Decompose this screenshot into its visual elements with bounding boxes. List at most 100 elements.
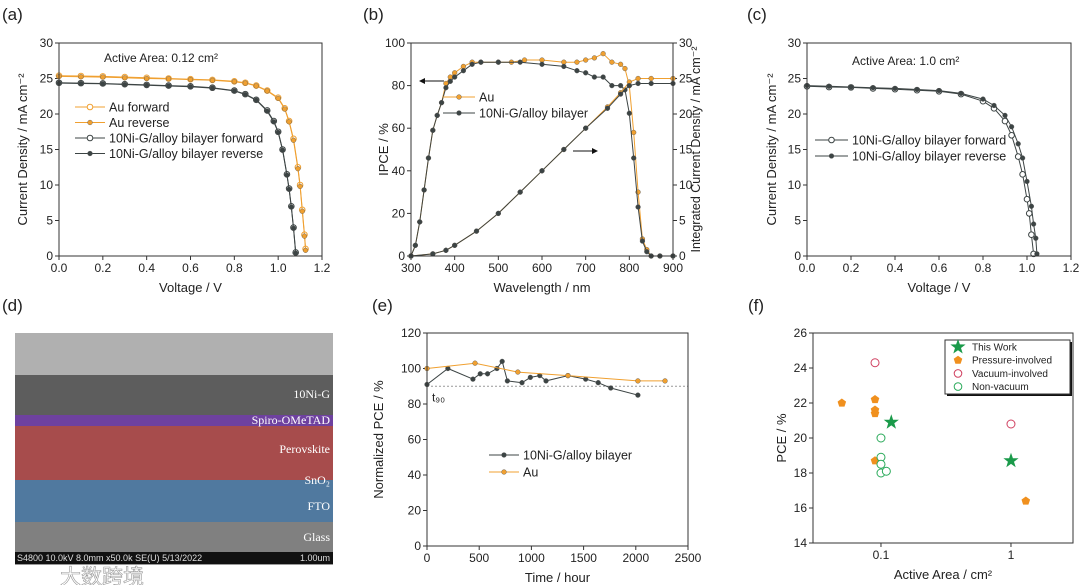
series-10ni-g-alloy-bilayer-integrated (408, 80, 676, 259)
sem-cross-section-panel: (d) 10Ni-G Spiro-OMeTAD Perovskite SnO₂ FTO Gl… (2, 296, 333, 585)
y2-tick-label: 5 (679, 214, 686, 228)
data-point (617, 82, 624, 89)
data-point (1025, 210, 1033, 217)
data-point (539, 61, 545, 67)
y2-tick-label: 25 (679, 72, 693, 86)
y-tick-label: 100 (401, 362, 421, 376)
data-point (417, 219, 423, 225)
y-tick-label: 40 (408, 468, 422, 482)
y-tick-label: 18 (794, 466, 808, 480)
y2-tick-label: 15 (679, 143, 693, 157)
data-point (617, 91, 624, 97)
y-tick-label: 5 (794, 214, 801, 228)
data-point (883, 414, 899, 429)
legend-label: 10Ni-G/alloy bilayer (479, 107, 588, 121)
data-point (504, 378, 510, 384)
y-tick-label: 80 (392, 79, 406, 93)
legend-label: 10Ni-G/alloy bilayer forward (109, 132, 263, 146)
data-point (1002, 112, 1008, 119)
series-line (58, 82, 297, 254)
legend-label: 10Ni-G/alloy bilayer reverse (109, 147, 263, 161)
data-point (302, 247, 309, 253)
x-tick-label: 1.2 (1063, 261, 1080, 275)
x-tick-label: 0.2 (843, 261, 860, 275)
y-tick-label: 16 (794, 501, 808, 515)
y-tick-label: 20 (794, 431, 808, 445)
data-point (626, 82, 632, 89)
data-point (591, 74, 598, 80)
y-tick-label: 120 (401, 326, 421, 340)
data-point (574, 59, 580, 65)
series-non-vacuum (876, 433, 891, 478)
y-tick-label: 20 (408, 504, 422, 518)
data-point (1028, 231, 1035, 238)
data-point (631, 155, 637, 161)
data-point (626, 110, 632, 116)
sem-layer-label: 10Ni-G (293, 387, 330, 401)
data-point (443, 247, 449, 253)
sem-layer-1 (15, 415, 333, 426)
y-axis-title: Normalized PCE / % (371, 380, 386, 499)
y-axis-title: Current Density / mA cm⁻² (15, 73, 30, 226)
data-point (1019, 155, 1026, 161)
data-point (499, 358, 505, 365)
y2-tick-label: 10 (679, 178, 693, 192)
data-point (472, 360, 478, 366)
y-tick-label: 20 (40, 107, 54, 121)
data-point (635, 392, 641, 398)
data-point (425, 155, 432, 161)
data-point (543, 378, 549, 384)
data-point (470, 376, 476, 382)
x-tick-label: 400 (445, 261, 465, 275)
x-axis-title: Wavelength / nm (493, 280, 590, 295)
x-tick-label: 300 (401, 261, 421, 275)
sem-layer-5 (15, 522, 333, 552)
series-line (410, 83, 673, 257)
data-point (991, 102, 997, 109)
data-point (122, 81, 128, 88)
data-point (1015, 141, 1021, 147)
data-point (870, 358, 880, 368)
y-tick-label: 60 (392, 121, 406, 135)
t90-label: t₉₀ (432, 390, 445, 404)
data-point (574, 68, 580, 74)
legend-marker (953, 382, 963, 391)
y-axis-title: IPCE / % (376, 123, 391, 176)
x-tick-label: 0.4 (138, 261, 155, 275)
data-point (421, 187, 427, 193)
y-axis-title: PCE / % (774, 413, 789, 463)
x-axis-title: Voltage / V (159, 280, 222, 295)
x-tick-label: 1500 (570, 551, 597, 565)
data-point (1006, 419, 1016, 429)
x-tick-label: 1.0 (1019, 261, 1036, 275)
data-point (165, 83, 172, 89)
legend-marker (456, 110, 462, 116)
legend: 10Ni-G/alloy bilayer Au (489, 449, 632, 480)
y-tick-label: 60 (408, 433, 422, 447)
data-point (290, 137, 297, 143)
legend-marker (828, 153, 835, 159)
data-point (275, 95, 281, 101)
data-point (958, 90, 964, 97)
data-point (78, 74, 84, 80)
data-point (1021, 496, 1031, 505)
x-tick-label: 0 (424, 551, 431, 565)
data-point (892, 85, 898, 92)
data-point (583, 125, 589, 131)
x-tick-label: 700 (576, 261, 596, 275)
series-line (410, 78, 673, 257)
y-tick-label: 0 (414, 539, 421, 553)
sem-info-text: S4800 10.0kV 8.0mm x50.0k SE(U) 5/13/202… (17, 553, 202, 563)
y-tick-label: 20 (392, 206, 406, 220)
x-tick-label: 0.0 (799, 261, 816, 275)
scale-bar-label: 1.00um (300, 553, 330, 563)
x-tick-label: 0.8 (226, 261, 243, 275)
data-point (521, 57, 528, 63)
data-point (876, 459, 886, 469)
legend-label: Au (479, 91, 494, 105)
y2-axis-title: Integrated Current Density / mA cm⁻² (689, 47, 703, 253)
y-tick-label: 5 (46, 214, 53, 228)
y-tick-label: 0 (398, 249, 405, 263)
